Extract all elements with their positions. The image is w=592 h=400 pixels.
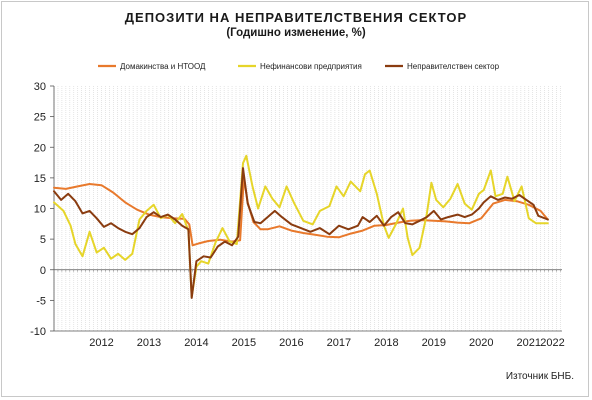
y-tick-label: 10 (34, 204, 46, 216)
x-tick-label: 2016 (279, 337, 303, 349)
x-tick-label: 2022 (540, 337, 564, 349)
series-line-2 (53, 154, 549, 298)
x-tick-label: 2020 (469, 337, 493, 349)
x-tick-label: 2014 (184, 337, 208, 349)
axes: -10 -5 0 5 10 15 20 25 30 2012 2013 2014 2015 2016 201… (30, 81, 565, 349)
y-tick-label: -5 (36, 295, 46, 307)
series-line-3 (53, 167, 549, 299)
legend-label: Нефинансови предприятия (260, 62, 362, 71)
series-lines (53, 154, 549, 299)
source-note: Източник БНБ. (505, 371, 574, 382)
x-tick-label: 2018 (374, 337, 398, 349)
y-tick-label: 25 (34, 112, 46, 124)
series-line-1 (53, 176, 549, 247)
x-tick-label: 2019 (422, 337, 446, 349)
y-tick-label: 20 (34, 142, 46, 154)
y-tick-label: 5 (40, 234, 46, 246)
legend: Домакинства и НТООД Нефинансови предприят… (98, 62, 500, 71)
x-tick-label: 2012 (89, 337, 113, 349)
chart-title: ДЕПОЗИТИ НА НЕПРАВИТЕЛСТВЕНИЯ СЕКТОР (124, 10, 468, 25)
y-tick-label: 30 (34, 81, 46, 93)
grid-lines (53, 86, 561, 331)
x-tick-label: 2013 (137, 337, 161, 349)
y-tick-label: -10 (30, 326, 46, 338)
y-tick-label: 0 (40, 265, 46, 277)
x-tick-label: 2017 (327, 337, 351, 349)
y-tick-label: 15 (34, 173, 46, 185)
x-tick-label: 2015 (232, 337, 256, 349)
chart-subtitle: (Годишно изменение, %) (226, 27, 366, 39)
x-tick-label: 2021 (517, 337, 541, 349)
legend-label: Неправителствен сектор (407, 62, 500, 71)
legend-label: Домакинства и НТООД (120, 62, 206, 71)
